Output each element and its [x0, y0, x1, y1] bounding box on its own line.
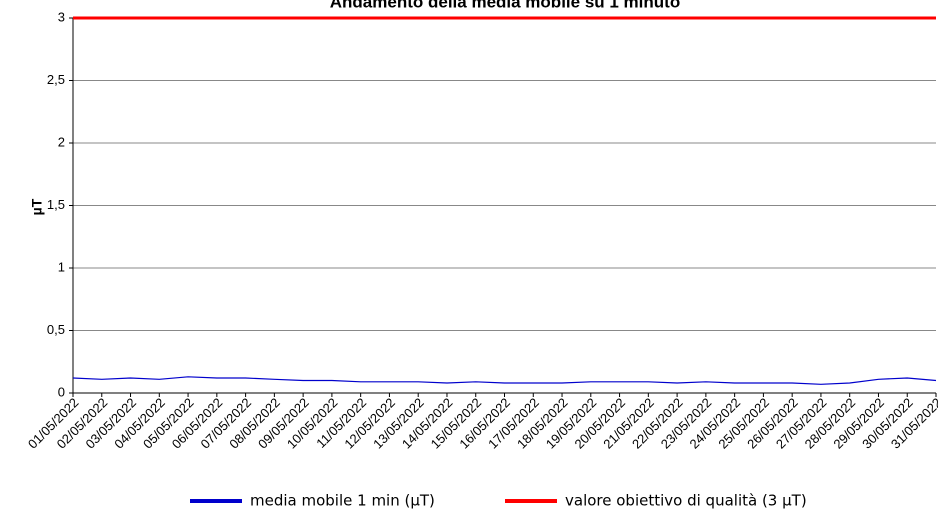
y-tick-label: 1,5: [47, 197, 65, 212]
data-line: [72, 376, 937, 385]
y-axis-label: µT: [29, 198, 45, 215]
y-tick-label: 3: [58, 9, 65, 24]
y-tick-label: 2,5: [47, 72, 65, 87]
legend-label: media mobile 1 min (µT): [250, 492, 435, 510]
y-tick-label: 1: [58, 259, 65, 274]
legend-label: valore obiettivo di qualità (3 µT): [565, 492, 807, 510]
y-tick-label: 0: [58, 384, 65, 399]
y-tick-label: 2: [58, 134, 65, 149]
chart-title: Andamento della media mobile su 1 minuto: [330, 0, 680, 11]
y-tick-label: 0,5: [47, 322, 65, 337]
